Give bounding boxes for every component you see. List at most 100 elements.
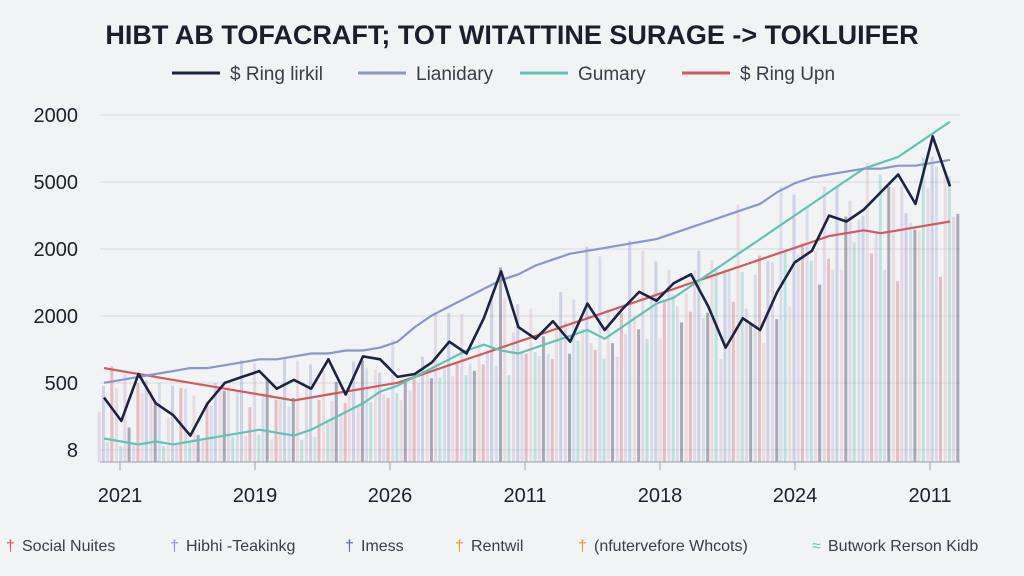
background-bar [391, 339, 395, 462]
background-bar [701, 317, 705, 462]
background-bar [399, 400, 403, 462]
bottom-legend: † Social Nuites † Hibhi -Teakinkg † Imess † Ren… [6, 538, 978, 555]
background-bar [184, 388, 188, 462]
background-bar [706, 312, 710, 462]
background-bar [710, 259, 714, 462]
background-bar [222, 390, 226, 462]
background-bar [451, 375, 455, 462]
background-bar [395, 393, 399, 462]
y-tick-label: 2000 [34, 105, 79, 127]
background-bar [840, 269, 844, 462]
background-bar [749, 324, 753, 462]
background-bar [719, 359, 723, 462]
background-bar [136, 382, 140, 462]
background-bar [106, 442, 110, 462]
background-bar [429, 378, 433, 462]
background-bar [576, 340, 580, 462]
legend-label: Gumary [578, 64, 646, 85]
background-bar [434, 312, 438, 462]
background-bar [360, 360, 364, 462]
background-bar [244, 435, 248, 462]
bottom-legend-marker: † [455, 538, 464, 555]
background-bar [322, 370, 326, 462]
background-bar [438, 377, 442, 462]
y-tick-label: 5000 [34, 172, 79, 194]
background-bar [606, 309, 610, 462]
background-bar [796, 255, 800, 462]
background-bar [205, 402, 209, 462]
background-bar [809, 260, 813, 462]
background-bar [516, 304, 520, 462]
background-bar [326, 420, 330, 462]
background-bar [926, 188, 930, 462]
background-bar [537, 356, 541, 462]
background-bar [861, 215, 865, 462]
background-bar [800, 243, 804, 462]
background-bar [589, 343, 593, 462]
chart-title: HIBT AB TOFACRAFT; TOT WITATTINE SURAGE … [105, 20, 918, 50]
background-bar [153, 402, 157, 462]
background-bar [132, 444, 136, 462]
bottom-legend-label: Butwork Rerson Kidb [828, 538, 978, 555]
background-bar [762, 343, 766, 462]
background-bar [512, 332, 516, 462]
x-tick-label: 2024 [773, 485, 818, 507]
background-bar [468, 363, 472, 462]
legend-item: $ Ring Upn [682, 64, 835, 85]
background-bar [317, 400, 321, 462]
background-bar [585, 246, 589, 462]
background-bar [257, 434, 261, 462]
background-bar [261, 393, 265, 462]
background-bar [546, 353, 550, 462]
background-bar [352, 361, 356, 462]
background-bar [213, 383, 217, 462]
background-bar [291, 397, 295, 462]
background-bar [930, 156, 934, 463]
legend-item: $ Ring lirkil [172, 64, 323, 85]
bottom-legend-marker: ≈ [812, 538, 821, 555]
background-bar [188, 442, 192, 462]
background-bar [792, 194, 796, 463]
series-line [102, 135, 952, 437]
background-bar [917, 230, 921, 462]
legend-item: Lianidary [358, 64, 494, 85]
background-bar [598, 256, 602, 462]
background-bar [356, 404, 360, 462]
background-bar [365, 368, 369, 462]
background-bar [201, 440, 205, 462]
background-bar [226, 386, 230, 462]
background-bar [472, 370, 476, 462]
background-bar [667, 269, 671, 462]
bottom-legend-item: † Hibhi -Teakinkg [170, 538, 295, 555]
background-bar [140, 393, 144, 462]
background-bar [296, 360, 300, 462]
bottom-legend-marker: † [345, 538, 354, 555]
background-bar [240, 360, 244, 462]
background-bar [563, 321, 567, 462]
bar-background [97, 156, 960, 463]
background-bar [615, 356, 619, 462]
background-bar [779, 186, 783, 462]
background-bar [403, 380, 407, 462]
background-bar [421, 356, 425, 462]
bottom-legend-label: Rentwil [471, 538, 523, 555]
x-tick-label: 2019 [233, 485, 278, 507]
background-bar [852, 242, 856, 462]
background-bar [464, 375, 468, 462]
background-bar [775, 319, 779, 462]
background-bar [688, 311, 692, 462]
background-bar [550, 359, 554, 462]
background-bar [896, 281, 900, 462]
background-bar [408, 390, 412, 462]
series-line [103, 158, 951, 384]
background-bar [386, 397, 390, 462]
x-tick-label: 2021 [98, 485, 143, 507]
bottom-legend-label: Hibhi -Teakinkg [186, 538, 295, 555]
background-bar [373, 369, 377, 462]
background-bar [490, 295, 494, 462]
y-tick-label: 500 [45, 373, 78, 395]
background-bar [813, 250, 817, 462]
background-bar [650, 297, 654, 462]
background-bar [170, 385, 174, 462]
